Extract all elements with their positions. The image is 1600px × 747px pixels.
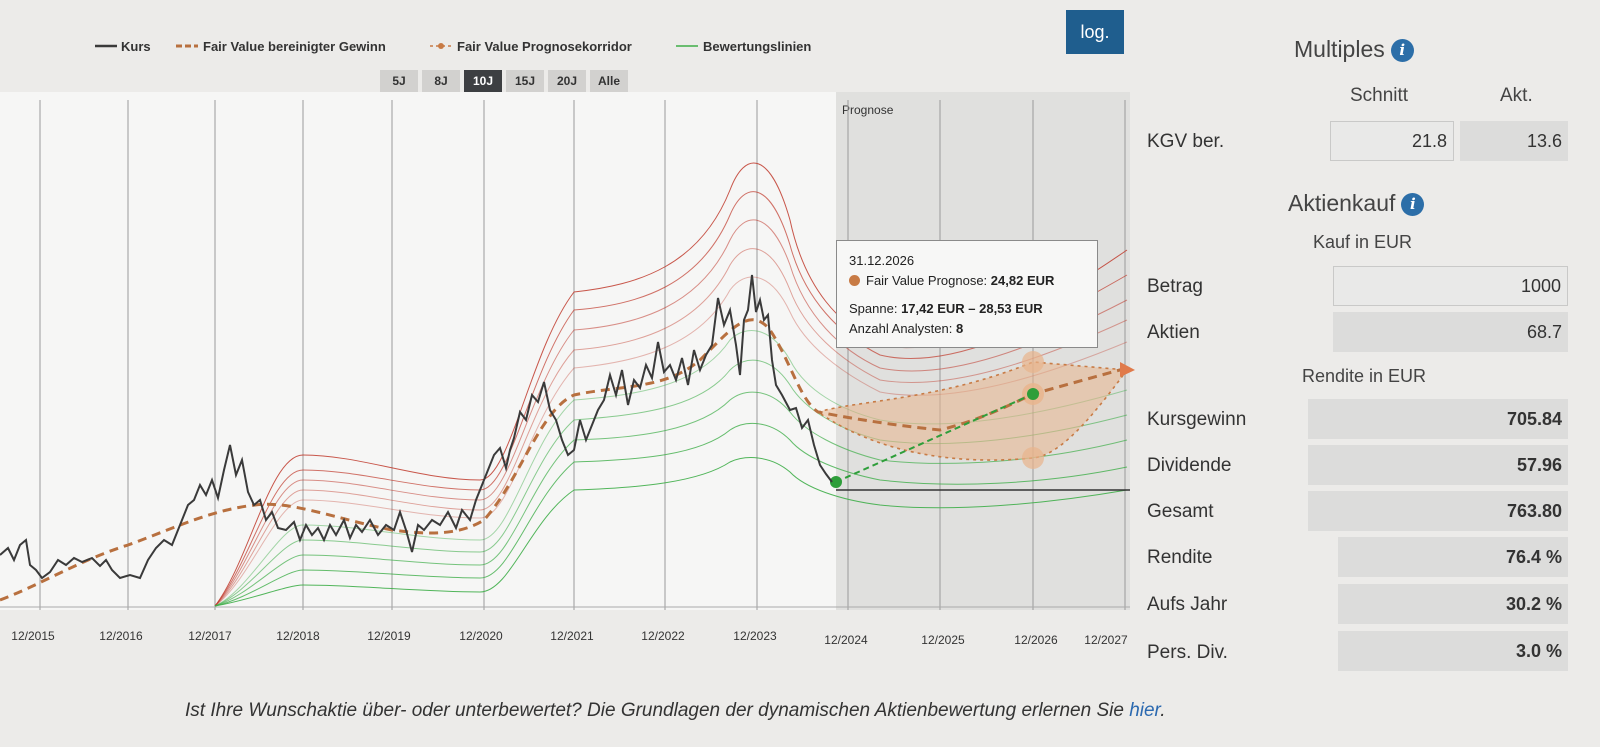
grid-lines [39, 100, 1126, 610]
fair-value-dot-icon [849, 275, 860, 286]
x-tick: 12/2021 [550, 629, 594, 643]
footer-note: Ist Ihre Wunschaktie über- oder unterbew… [185, 700, 1165, 722]
multiples-title: Multiples i [1294, 36, 1414, 63]
tooltip-analysten-label: Anzahl Analysten: [849, 321, 953, 336]
tooltip-spanne-label: Spanne: [849, 301, 898, 316]
rendite-header: Rendite in EUR [1302, 366, 1427, 386]
corridor-point-low [1022, 447, 1044, 469]
range-button-10j[interactable]: 10J [464, 70, 502, 92]
log-scale-button[interactable]: log. [1066, 10, 1124, 54]
legend-kurs: Kurs [121, 39, 151, 54]
aufs-jahr-value: 30.2 % [1338, 584, 1568, 624]
x-tick: 12/2022 [641, 629, 685, 643]
prognose-label: Prognose [842, 103, 894, 117]
x-tick: 12/2024 [824, 633, 868, 647]
valuation-chart: Prognose [0, 39, 1135, 647]
x-tick: 12/2018 [276, 629, 320, 643]
gesamt-value: 763.80 [1308, 491, 1568, 531]
prognose-area [836, 92, 1130, 610]
aktien-value: 68.7 [1333, 312, 1568, 352]
forecast-start-point [830, 476, 842, 488]
rendite-value: 76.4 % [1338, 537, 1568, 577]
x-tick: 12/2026 [1014, 633, 1058, 647]
tooltip-date: 31.12.2026 [849, 253, 915, 268]
x-tick: 12/2025 [921, 633, 965, 647]
x-tick: 12/2023 [733, 629, 777, 643]
x-tick: 12/2019 [367, 629, 411, 643]
tooltip-spanne-value: 17,42 EUR – 28,53 EUR [901, 301, 1043, 316]
betrag-input[interactable]: 1000 [1333, 266, 1568, 306]
tooltip-spanne: Spanne: 17,42 EUR – 28,53 EUR [849, 299, 1085, 319]
aktien-label: Aktien [1147, 322, 1200, 343]
dividende-label: Dividende [1147, 455, 1232, 476]
info-icon[interactable]: i [1390, 39, 1414, 62]
forecast-corridor [816, 361, 1129, 461]
tooltip-analysten: Anzahl Analysten: 8 [849, 319, 1085, 339]
col-akt: Akt. [1500, 85, 1533, 106]
pers-div-value: 3.0 % [1338, 631, 1568, 671]
kursgewinn-label: Kursgewinn [1147, 409, 1247, 430]
dividende-value: 57.96 [1308, 445, 1568, 485]
x-axis-ticks: 12/2015 12/2016 12/2017 12/2018 12/2019 … [11, 629, 1128, 647]
footer-end: . [1160, 700, 1166, 721]
aktienkauf-title-text: Aktienkauf [1288, 190, 1396, 216]
multiples-title-text: Multiples [1294, 36, 1385, 62]
aktienkauf-title: Aktienkauf i [1288, 190, 1425, 217]
kgv-schnitt-value: 21.8 [1330, 121, 1454, 161]
legend: Kurs Fair Value bereinigter Gewinn Fair … [95, 39, 811, 54]
x-tick: 12/2016 [99, 629, 143, 643]
range-button-alle[interactable]: Alle [590, 70, 628, 92]
legend-prognose: Fair Value Prognosekorridor [457, 39, 632, 54]
corridor-point-high [1022, 351, 1044, 373]
fair-value-line [0, 318, 1128, 602]
chart-tooltip: 31.12.2026 Fair Value Prognose: 24,82 EU… [836, 240, 1098, 348]
betrag-label: Betrag [1147, 276, 1203, 297]
tooltip-fair-value: Fair Value Prognose: 24,82 EUR [849, 271, 1085, 291]
tooltip-fv-value: 24,82 EUR [990, 273, 1055, 288]
col-schnitt: Schnitt [1350, 85, 1409, 106]
kgv-label: KGV ber. [1147, 131, 1225, 152]
rendite-label: Rendite [1147, 547, 1213, 568]
valuation-lines-red [214, 162, 1128, 607]
range-button-20j[interactable]: 20J [548, 70, 586, 92]
x-tick: 12/2027 [1084, 633, 1128, 647]
gesamt-label: Gesamt [1147, 501, 1214, 522]
footer-link[interactable]: hier [1129, 700, 1161, 721]
kursgewinn-value: 705.84 [1308, 399, 1568, 439]
corridor-arrow-icon [1120, 362, 1135, 377]
kgv-akt-value: 13.6 [1460, 121, 1568, 161]
forecast-end-point [1027, 388, 1039, 400]
kurs-line [0, 274, 833, 580]
pers-div-label: Pers. Div. [1147, 642, 1228, 663]
tooltip-fv-label: Fair Value Prognose: [866, 273, 988, 288]
range-button-5j[interactable]: 5J [380, 70, 418, 92]
x-tick: 12/2017 [188, 629, 232, 643]
kauf-header: Kauf in EUR [1313, 232, 1413, 252]
range-button-8j[interactable]: 8J [422, 70, 460, 92]
tooltip-analysten-value: 8 [955, 321, 964, 336]
x-tick: 12/2020 [459, 629, 503, 643]
legend-bewertung: Bewertungslinien [703, 39, 811, 54]
legend-fair-value: Fair Value bereinigter Gewinn [203, 39, 386, 54]
range-button-15j[interactable]: 15J [506, 70, 544, 92]
info-icon[interactable]: i [1401, 193, 1425, 216]
forecast-line [835, 393, 1034, 483]
aufs-jahr-label: Aufs Jahr [1147, 594, 1228, 615]
x-tick: 12/2015 [11, 629, 55, 643]
footer-text: Ist Ihre Wunschaktie über- oder unterbew… [185, 700, 1130, 721]
